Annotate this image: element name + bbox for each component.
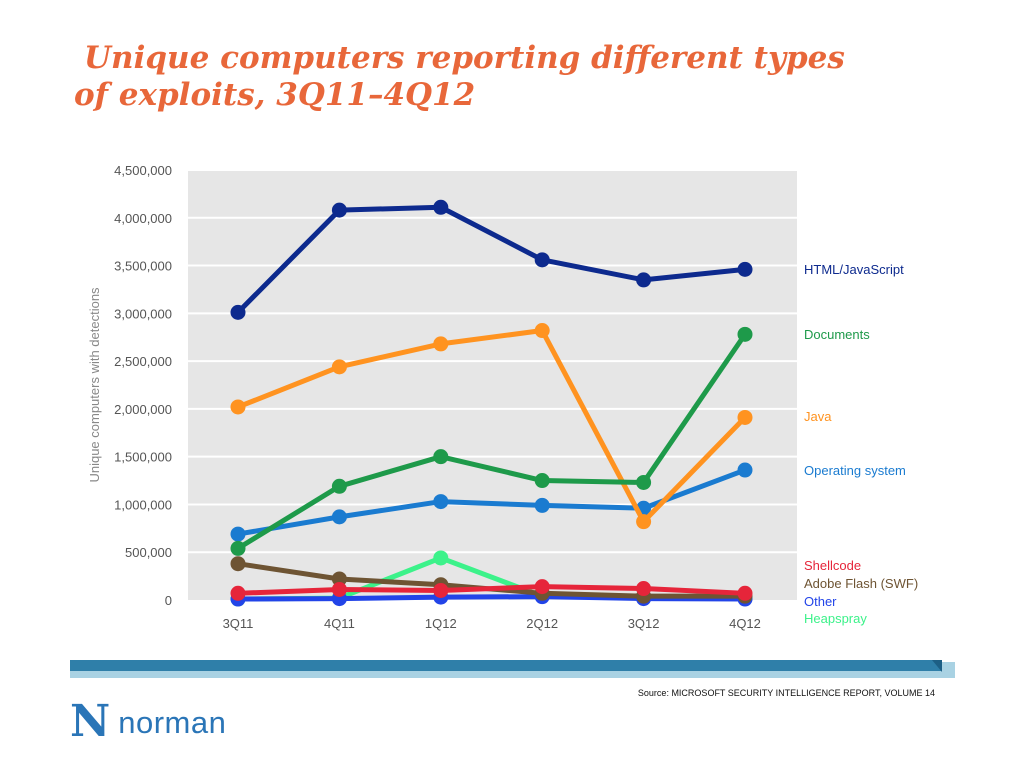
- x-tick-label: 4Q12: [729, 616, 761, 631]
- norman-logo: N norman: [70, 700, 226, 744]
- y-tick-label: 2,000,000: [114, 402, 172, 417]
- legend-label-html-javascript: HTML/JavaScript: [804, 262, 904, 277]
- data-point-shellcode: [433, 582, 449, 598]
- x-tick-label: 2Q12: [526, 616, 558, 631]
- data-point-html-javascript: [636, 272, 652, 288]
- data-point-documents: [433, 449, 449, 465]
- data-point-shellcode: [230, 585, 246, 601]
- y-tick-label: 4,500,000: [114, 163, 172, 178]
- data-point-java: [737, 409, 753, 425]
- data-point-shellcode: [737, 585, 753, 601]
- logo-mark-icon: N: [70, 696, 111, 747]
- footer-bar-arrow: [932, 660, 942, 672]
- data-point-html-javascript: [331, 202, 347, 218]
- legend-label-adobe-flash-swf: Adobe Flash (SWF): [804, 576, 918, 591]
- data-point-shellcode: [331, 581, 347, 597]
- footer-bar-dark: [70, 660, 942, 671]
- data-point-heapspray: [433, 550, 449, 566]
- y-tick-label: 3,500,000: [114, 259, 172, 274]
- y-tick-label: 1,000,000: [114, 497, 172, 512]
- exploits-line-chart: 0 500,000 1,000,000 1,500,000 2,000,000 2,500…: [87, 163, 918, 631]
- data-point-html-javascript: [534, 252, 550, 268]
- legend-label-other: Other: [804, 594, 837, 609]
- x-tick-label: 4Q11: [324, 616, 355, 631]
- data-point-operating-system: [534, 497, 550, 513]
- x-tick-label: 1Q12: [425, 616, 457, 631]
- data-point-documents: [636, 474, 652, 490]
- data-point-operating-system: [737, 462, 753, 478]
- legend-label-java: Java: [804, 409, 832, 424]
- data-point-java: [534, 323, 550, 339]
- y-tick-label: 0: [165, 593, 172, 608]
- x-tick-label: 3Q12: [628, 616, 660, 631]
- slide-title-line-1: Unique computers reporting different typ…: [84, 40, 845, 76]
- legend-label-documents: Documents: [804, 327, 870, 342]
- y-tick-label: 1,500,000: [114, 450, 172, 465]
- series-line-shellcode: [235, 584, 748, 596]
- y-tick-label: 2,500,000: [114, 354, 172, 369]
- source-citation: Source: MICROSOFT SECURITY INTELLIGENCE …: [637, 688, 935, 698]
- series-line-html-javascript: [235, 204, 748, 315]
- y-tick-label: 4,000,000: [114, 211, 172, 226]
- data-point-documents: [737, 326, 753, 342]
- legend-label-operating-system: Operating system: [804, 463, 906, 478]
- slide-title-line-2: of exploits, 3Q11–4Q12: [74, 76, 476, 113]
- data-point-adobe-flash-swf: [230, 556, 246, 572]
- data-point-adobe-flash-swf: [331, 571, 347, 587]
- data-point-java: [230, 399, 246, 415]
- data-point-documents: [230, 540, 246, 556]
- legend-label-heapspray: Heapspray: [804, 611, 867, 626]
- logo-wordmark: norman: [118, 704, 227, 740]
- series-line-java: [235, 328, 748, 525]
- data-point-html-javascript: [737, 261, 753, 277]
- data-point-html-javascript: [230, 304, 246, 320]
- data-point-shellcode: [534, 579, 550, 595]
- series-line-documents: [235, 331, 748, 551]
- slide-title: Unique computers reporting different typ…: [74, 40, 954, 113]
- data-point-operating-system: [433, 494, 449, 510]
- data-point-documents: [331, 478, 347, 494]
- y-tick-label: 500,000: [125, 545, 172, 560]
- data-point-java: [331, 359, 347, 375]
- data-point-operating-system: [230, 526, 246, 542]
- y-axis-title: Unique computers with detections: [87, 287, 102, 483]
- data-point-java: [433, 336, 449, 352]
- footer-divider-bar: [70, 660, 955, 678]
- data-point-java: [636, 514, 652, 530]
- x-tick-label: 3Q11: [223, 616, 254, 631]
- data-point-operating-system: [331, 509, 347, 525]
- data-point-html-javascript: [433, 199, 449, 215]
- legend-label-shellcode: Shellcode: [804, 558, 861, 573]
- data-point-shellcode: [636, 581, 652, 597]
- y-tick-label: 3,000,000: [114, 306, 172, 321]
- data-point-documents: [534, 473, 550, 489]
